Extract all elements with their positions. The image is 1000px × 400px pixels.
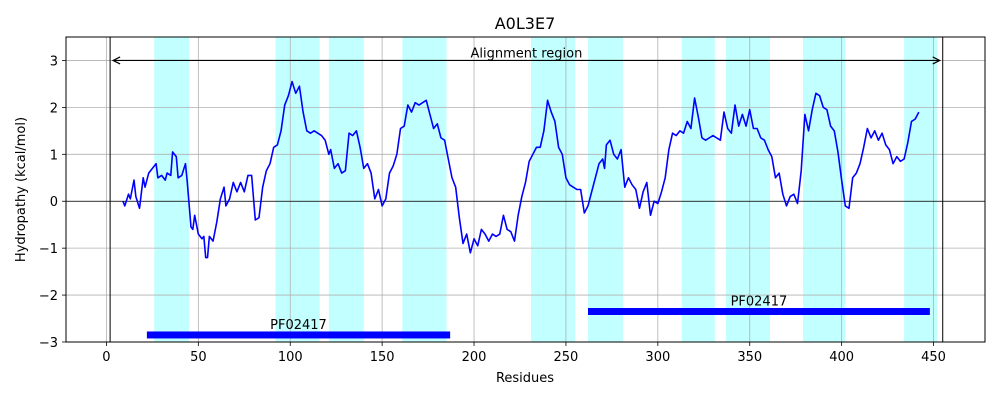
y-tick-label: −2 [39,289,58,304]
domain-bar [587,308,930,315]
chart-title: A0L3E7 [495,14,556,33]
alignment-arrow-right-head [932,56,942,65]
x-tick-label: 300 [645,350,670,365]
x-tick-label: 150 [370,350,395,365]
tm-region-band [904,37,938,342]
domain-label: PF02417 [731,295,788,310]
tm-region-band [803,37,846,342]
domain-layer: PF02417 PF02417 [146,295,930,339]
x-tick-label: 100 [278,350,303,365]
axes-layer: 0 50 100 150 200 250 300 350 400 450 −3 −2 −1 0 1 2 3 [39,36,986,365]
tm-region-band [725,37,770,342]
x-tick-label: 200 [462,350,487,365]
tm-region-band [154,37,190,342]
alignment-region-label: Alignment region [470,46,582,61]
x-tick-label: 50 [190,350,207,365]
plot-frame [65,36,986,343]
x-tick-label: 350 [737,350,762,365]
y-tick-label: 3 [50,54,58,69]
y-tick-label: −1 [39,242,58,257]
hydropathy-series-line [122,80,920,259]
tm-region-band [587,37,623,342]
tm-region-layer [154,37,938,342]
reference-line-layer: Alignment region [66,37,985,342]
x-tick-label: 450 [921,350,946,365]
y-axis-title: Hydropathy (kcal/mol) [14,117,29,262]
series-layer [122,80,920,259]
domain-label: PF02417 [270,318,327,333]
x-tick-label: 250 [554,350,579,365]
x-axis-title: Residues [496,371,554,386]
domain-bar [146,331,451,339]
tm-region-band [328,37,364,342]
y-tick-label: 1 [50,148,58,163]
y-tick-label: 2 [50,101,58,116]
tm-region-band [402,37,447,342]
y-tick-label: −3 [39,336,58,351]
y-tick-label: 0 [50,195,58,210]
alignment-arrow-left-head [111,56,121,65]
tm-region-band [531,37,576,342]
x-tick-label: 0 [102,350,110,365]
tm-region-band [275,37,320,342]
x-tick-label: 400 [829,350,854,365]
tm-region-band [681,37,715,342]
